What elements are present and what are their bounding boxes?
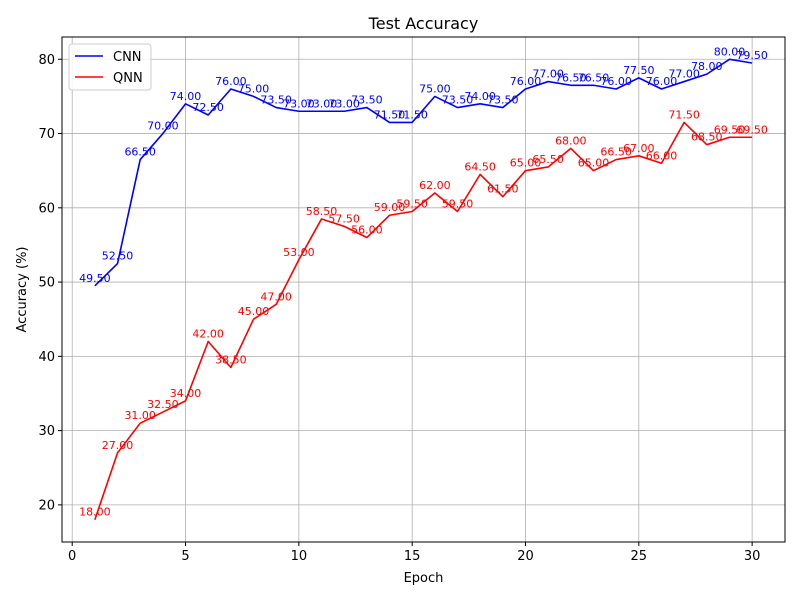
y-tick-label: 40 bbox=[38, 350, 55, 365]
data-label-cnn: 73.00 bbox=[283, 97, 315, 110]
data-label-qnn: 45.00 bbox=[238, 305, 270, 318]
data-label-cnn: 76.00 bbox=[510, 75, 542, 88]
data-label-qnn: 67.00 bbox=[623, 142, 655, 155]
y-tick-label: 30 bbox=[38, 424, 55, 439]
data-label-qnn: 38.50 bbox=[215, 353, 247, 366]
data-label-qnn: 65.00 bbox=[578, 157, 610, 170]
data-label-qnn: 66.50 bbox=[600, 146, 632, 159]
legend: CNN QNN bbox=[68, 43, 152, 91]
data-label-qnn: 59.50 bbox=[442, 198, 474, 211]
series-layer bbox=[94, 58, 753, 520]
data-label-qnn: 59.50 bbox=[396, 198, 428, 211]
data-label-cnn: 74.00 bbox=[170, 90, 202, 103]
data-label-cnn: 70.00 bbox=[147, 120, 179, 133]
data-label-cnn: 77.50 bbox=[623, 64, 655, 77]
data-label-cnn: 77.00 bbox=[668, 68, 700, 81]
data-label-qnn: 42.00 bbox=[192, 327, 224, 340]
y-tick-label: 50 bbox=[38, 276, 55, 291]
data-label-cnn: 76.00 bbox=[646, 75, 678, 88]
data-label-qnn: 69.50 bbox=[714, 123, 746, 136]
data-label-qnn: 71.50 bbox=[668, 108, 700, 121]
data-label-qnn: 66.00 bbox=[646, 149, 678, 162]
data-label-cnn: 76.50 bbox=[578, 71, 610, 84]
y-axis-label: Accuracy (%) bbox=[15, 247, 30, 333]
y-tick-label: 20 bbox=[38, 498, 55, 513]
data-label-cnn: 77.00 bbox=[532, 68, 564, 81]
series-line-cnn bbox=[94, 58, 753, 287]
data-label-qnn: 61.50 bbox=[487, 183, 519, 196]
data-label-cnn: 52.50 bbox=[102, 250, 134, 263]
data-label-cnn: 73.50 bbox=[351, 94, 383, 107]
data-label-qnn: 56.00 bbox=[351, 224, 383, 237]
data-label-cnn: 76.00 bbox=[215, 75, 247, 88]
data-label-cnn: 71.50 bbox=[374, 108, 406, 121]
data-label-qnn: 69.50 bbox=[736, 123, 768, 136]
data-label-cnn: 75.00 bbox=[238, 82, 270, 95]
chart-title: Test Accuracy bbox=[368, 14, 479, 33]
data-label-cnn: 76.00 bbox=[600, 75, 632, 88]
data-label-cnn: 71.50 bbox=[396, 108, 428, 121]
y-tick-label: 60 bbox=[38, 201, 55, 216]
data-label-cnn: 49.50 bbox=[79, 272, 111, 285]
data-label-qnn: 65.50 bbox=[532, 153, 564, 166]
y-tick-label: 80 bbox=[38, 53, 55, 68]
x-axis-label: Epoch bbox=[404, 571, 444, 586]
data-label-qnn: 32.50 bbox=[147, 398, 179, 411]
data-label-layer: 49.5052.5066.5070.0074.0072.5076.0075.00… bbox=[79, 45, 768, 518]
data-label-cnn: 73.00 bbox=[328, 97, 360, 110]
data-label-cnn: 80.00 bbox=[714, 45, 746, 58]
x-tick-label: 15 bbox=[404, 549, 421, 564]
x-tick-label: 0 bbox=[68, 549, 76, 564]
y-tick-label: 70 bbox=[38, 127, 55, 142]
tick-layer: 0 5 10 15 20 25 30 20 30 40 50 60 70 80 bbox=[38, 53, 760, 564]
data-label-cnn: 75.00 bbox=[419, 82, 451, 95]
data-label-qnn: 68.50 bbox=[691, 131, 723, 144]
data-label-qnn: 18.00 bbox=[79, 506, 111, 519]
x-tick-label: 30 bbox=[744, 549, 761, 564]
legend-label-qnn: QNN bbox=[113, 71, 143, 86]
series-line-qnn bbox=[94, 121, 753, 520]
data-label-cnn: 78.00 bbox=[691, 60, 723, 73]
data-label-qnn: 59.00 bbox=[374, 201, 406, 214]
data-label-qnn: 27.00 bbox=[102, 439, 134, 452]
data-label-cnn: 73.00 bbox=[306, 97, 338, 110]
data-label-qnn: 58.50 bbox=[306, 205, 338, 218]
data-label-cnn: 73.50 bbox=[260, 94, 292, 107]
data-label-cnn: 79.50 bbox=[736, 49, 768, 62]
data-label-qnn: 47.00 bbox=[260, 290, 292, 303]
legend-label-cnn: CNN bbox=[113, 50, 142, 65]
data-label-cnn: 72.50 bbox=[192, 101, 224, 114]
data-label-cnn: 73.50 bbox=[487, 94, 519, 107]
data-label-qnn: 62.00 bbox=[419, 179, 451, 192]
data-label-cnn: 66.50 bbox=[124, 146, 156, 159]
x-tick-label: 5 bbox=[181, 549, 189, 564]
data-label-cnn: 76.50 bbox=[555, 71, 587, 84]
x-tick-label: 20 bbox=[517, 549, 534, 564]
x-tick-label: 10 bbox=[291, 549, 308, 564]
data-label-cnn: 74.00 bbox=[464, 90, 496, 103]
data-label-qnn: 31.00 bbox=[124, 409, 156, 422]
data-label-qnn: 53.00 bbox=[283, 246, 315, 259]
data-label-qnn: 57.50 bbox=[328, 212, 360, 225]
data-label-qnn: 34.00 bbox=[170, 387, 202, 400]
data-label-qnn: 68.00 bbox=[555, 134, 587, 147]
data-label-cnn: 73.50 bbox=[442, 94, 474, 107]
data-label-qnn: 65.00 bbox=[510, 157, 542, 170]
x-tick-label: 25 bbox=[631, 549, 648, 564]
plot-frame bbox=[61, 36, 786, 543]
grid-layer bbox=[62, 37, 785, 542]
data-label-qnn: 64.50 bbox=[464, 160, 496, 173]
